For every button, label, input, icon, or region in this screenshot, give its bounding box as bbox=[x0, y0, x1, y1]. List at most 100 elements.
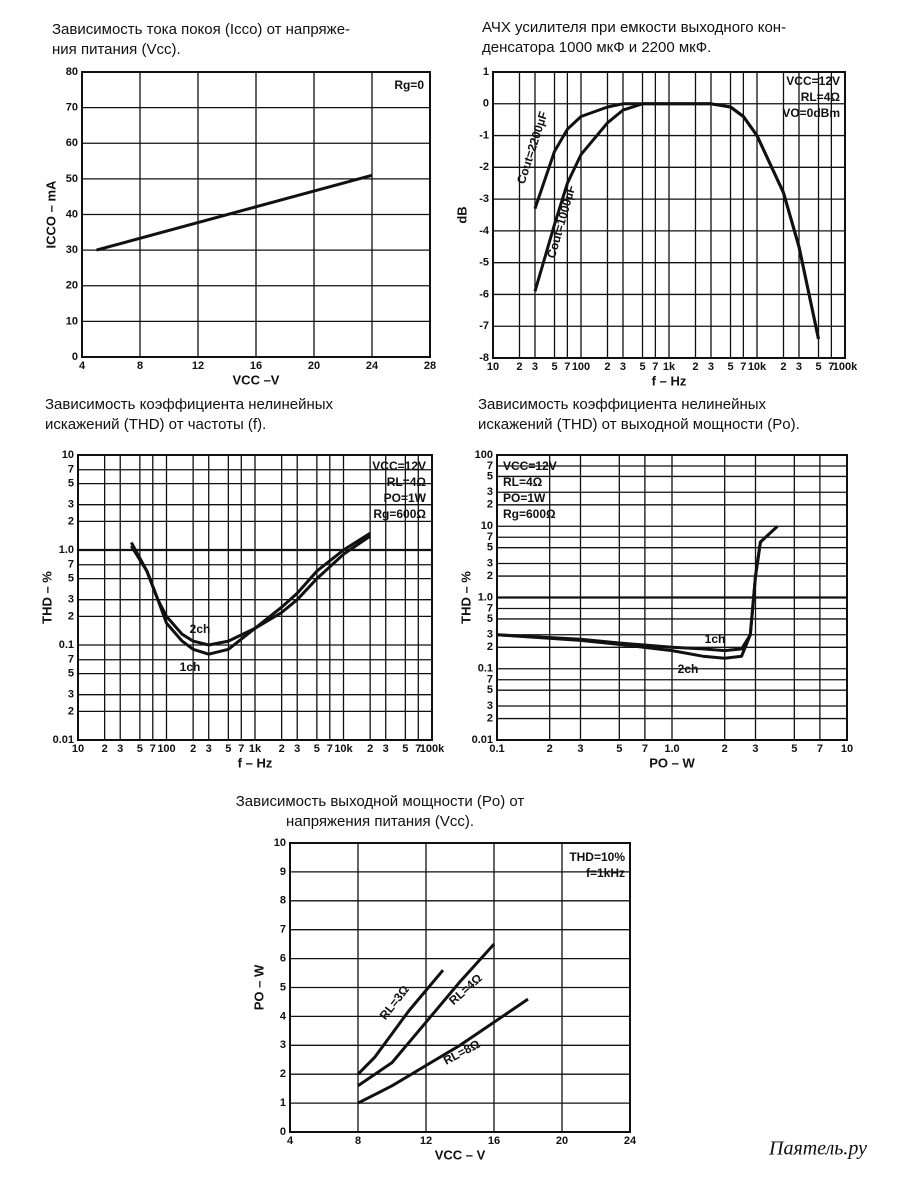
annotation: Rg=600Ω bbox=[503, 507, 556, 521]
y-tick-label: 0 bbox=[483, 98, 489, 110]
y-tick-label: 3 bbox=[487, 700, 493, 712]
series-line bbox=[496, 525, 779, 660]
x-tick-label: 3 bbox=[532, 361, 538, 373]
x-axis-label: VCC – V bbox=[435, 1147, 486, 1162]
series-line bbox=[96, 173, 373, 252]
annotation: RL=4Ω bbox=[503, 475, 543, 489]
y-tick-label: 2 bbox=[68, 610, 74, 622]
annotation: THD=10% bbox=[569, 850, 625, 864]
x-tick-label: 100 bbox=[572, 361, 590, 373]
x-tick-label: 3 bbox=[294, 743, 300, 755]
x-tick-label: 7 bbox=[740, 361, 746, 373]
y-tick-label: 3 bbox=[487, 629, 493, 641]
x-tick-label: 16 bbox=[488, 1135, 500, 1147]
x-tick-label: 2 bbox=[604, 361, 610, 373]
x-tick-label: 2 bbox=[367, 743, 373, 755]
y-tick-label: 60 bbox=[66, 137, 78, 149]
y-tick-label: 9 bbox=[280, 866, 286, 878]
y-tick-label: 7 bbox=[68, 464, 74, 476]
y-tick-label: 80 bbox=[66, 66, 78, 78]
annotation: VCC=12V bbox=[503, 459, 557, 473]
series-line bbox=[356, 969, 445, 1076]
annotation: Rg=600Ω bbox=[373, 507, 426, 521]
chart-title: Зависимость коэффициента нелинейных bbox=[45, 396, 334, 413]
x-tick-label: 2 bbox=[780, 361, 786, 373]
x-tick-label: 100k bbox=[420, 743, 445, 755]
y-tick-label: 7 bbox=[487, 602, 493, 614]
annotation: PO=1W bbox=[384, 491, 427, 505]
x-tick-label: 28 bbox=[424, 360, 436, 372]
y-tick-label: -8 bbox=[479, 352, 489, 364]
y-tick-label: 5 bbox=[68, 573, 74, 585]
annotation: VCC=12V bbox=[372, 459, 426, 473]
x-tick-label: 10k bbox=[334, 743, 353, 755]
x-tick-label: 7 bbox=[828, 361, 834, 373]
x-tick-label: 24 bbox=[366, 360, 379, 372]
y-tick-label: 10 bbox=[481, 520, 493, 532]
x-axis-label: VCC –V bbox=[233, 372, 280, 387]
series-line bbox=[533, 102, 820, 340]
y-tick-label: -3 bbox=[479, 193, 489, 205]
x-tick-label: 100 bbox=[157, 743, 175, 755]
x-tick-label: 12 bbox=[192, 360, 204, 372]
y-tick-label: 30 bbox=[66, 244, 78, 256]
annotation: PO=1W bbox=[503, 491, 546, 505]
y-tick-label: 0.01 bbox=[472, 734, 493, 746]
x-tick-label: 5 bbox=[225, 743, 231, 755]
x-axis-label: f – Hz bbox=[652, 373, 687, 388]
y-tick-label: 7 bbox=[280, 924, 286, 936]
x-tick-label: 10 bbox=[487, 361, 499, 373]
chart-title: напряжения питания (Vcc). bbox=[286, 813, 474, 830]
y-tick-label: 3 bbox=[68, 499, 74, 511]
x-tick-label: 3 bbox=[383, 743, 389, 755]
y-tick-label: 7 bbox=[68, 559, 74, 571]
series-label: 2ch bbox=[190, 622, 211, 636]
x-tick-label: 2 bbox=[190, 743, 196, 755]
watermark: Паятель.ру bbox=[768, 1138, 867, 1160]
y-tick-label: 40 bbox=[66, 208, 78, 220]
x-tick-label: 5 bbox=[815, 361, 821, 373]
y-tick-label: 10 bbox=[62, 449, 74, 461]
y-tick-label: 5 bbox=[68, 478, 74, 490]
x-tick-label: 7 bbox=[415, 743, 421, 755]
x-tick-label: 5 bbox=[137, 743, 143, 755]
annotation: RL=4Ω bbox=[801, 90, 841, 104]
x-axis-label: PO – W bbox=[649, 755, 695, 770]
y-tick-label: 2 bbox=[68, 515, 74, 527]
y-tick-label: 4 bbox=[280, 1010, 287, 1022]
x-tick-label: 7 bbox=[642, 743, 648, 755]
annotation: f=1kHz bbox=[586, 866, 625, 880]
y-tick-label: 7 bbox=[68, 654, 74, 666]
x-tick-label: 10 bbox=[72, 743, 84, 755]
x-tick-label: 5 bbox=[639, 361, 645, 373]
x-tick-label: 5 bbox=[791, 743, 797, 755]
x-tick-label: 5 bbox=[314, 743, 320, 755]
y-tick-label: 3 bbox=[487, 557, 493, 569]
series-line bbox=[357, 943, 496, 1088]
x-tick-label: 2 bbox=[279, 743, 285, 755]
annotation: VCC=12V bbox=[786, 74, 840, 88]
y-tick-label: 70 bbox=[66, 102, 78, 114]
x-tick-label: 20 bbox=[556, 1135, 568, 1147]
x-tick-label: 1k bbox=[663, 361, 676, 373]
y-tick-label: 3 bbox=[68, 594, 74, 606]
x-tick-label: 7 bbox=[564, 361, 570, 373]
x-tick-label: 8 bbox=[137, 360, 143, 372]
y-tick-label: 2 bbox=[487, 712, 493, 724]
y-tick-label: 1.0 bbox=[59, 544, 74, 556]
chart-title: денсатора 1000 мкФ и 2200 мкФ. bbox=[482, 39, 711, 56]
x-tick-label: 20 bbox=[308, 360, 320, 372]
x-tick-label: 7 bbox=[327, 743, 333, 755]
y-axis-label: THD – % bbox=[458, 571, 473, 624]
x-tick-label: 5 bbox=[402, 743, 408, 755]
y-tick-label: 0.1 bbox=[478, 663, 493, 675]
y-tick-label: 10 bbox=[274, 837, 286, 849]
series-label: 2ch bbox=[678, 662, 699, 676]
y-tick-label: 2 bbox=[487, 641, 493, 653]
y-tick-label: 2 bbox=[68, 705, 74, 717]
y-tick-label: 0.01 bbox=[53, 734, 74, 746]
chart-title: искажений (THD) от выходной мощности (Po… bbox=[478, 416, 800, 433]
annotation: RL=4Ω bbox=[387, 475, 427, 489]
chart-title: Зависимость коэффициента нелинейных bbox=[478, 396, 767, 413]
x-tick-label: 3 bbox=[577, 743, 583, 755]
